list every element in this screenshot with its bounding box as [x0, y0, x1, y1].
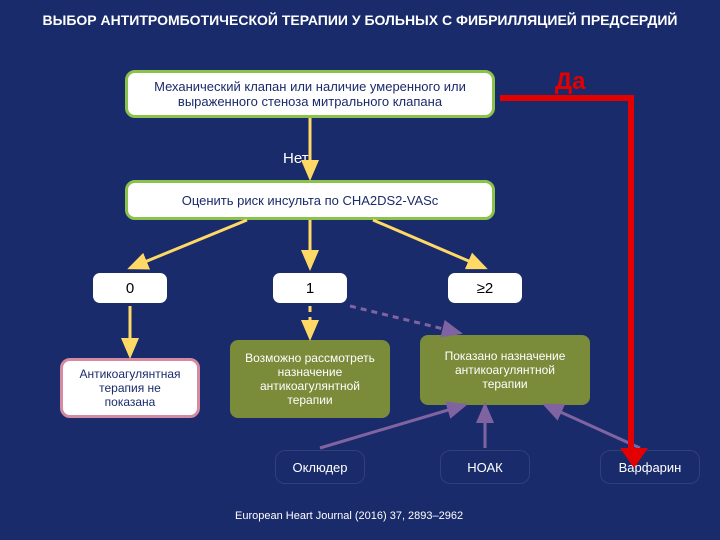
score-2plus: ≥2 [445, 270, 525, 306]
outcome-indicated: Показано назначение антикоагулянтной тер… [420, 335, 590, 405]
option-noak: НОАК [440, 450, 530, 484]
score-1: 1 [270, 270, 350, 306]
node-cha2ds2: Оценить риск инсульта по CHA2DS2-VASc [125, 180, 495, 220]
option-occluder: Оклюдер [275, 450, 365, 484]
page-title: ВЫБОР АНТИТРОМБОТИЧЕСКОЙ ТЕРАПИИ У БОЛЬН… [0, 0, 720, 36]
citation: European Heart Journal (2016) 37, 2893–2… [235, 510, 463, 522]
score-0: 0 [90, 270, 170, 306]
label-yes: Да [555, 68, 585, 96]
outcome-no-therapy: Антикоагулянтная терапия не показана [60, 358, 200, 418]
option-warfarin: Варфарин [600, 450, 700, 484]
outcome-consider: Возможно рассмотреть назначение антикоаг… [230, 340, 390, 418]
node-mechanical-valve: Механический клапан или наличие умеренно… [125, 70, 495, 118]
label-no: Нет [283, 150, 309, 167]
